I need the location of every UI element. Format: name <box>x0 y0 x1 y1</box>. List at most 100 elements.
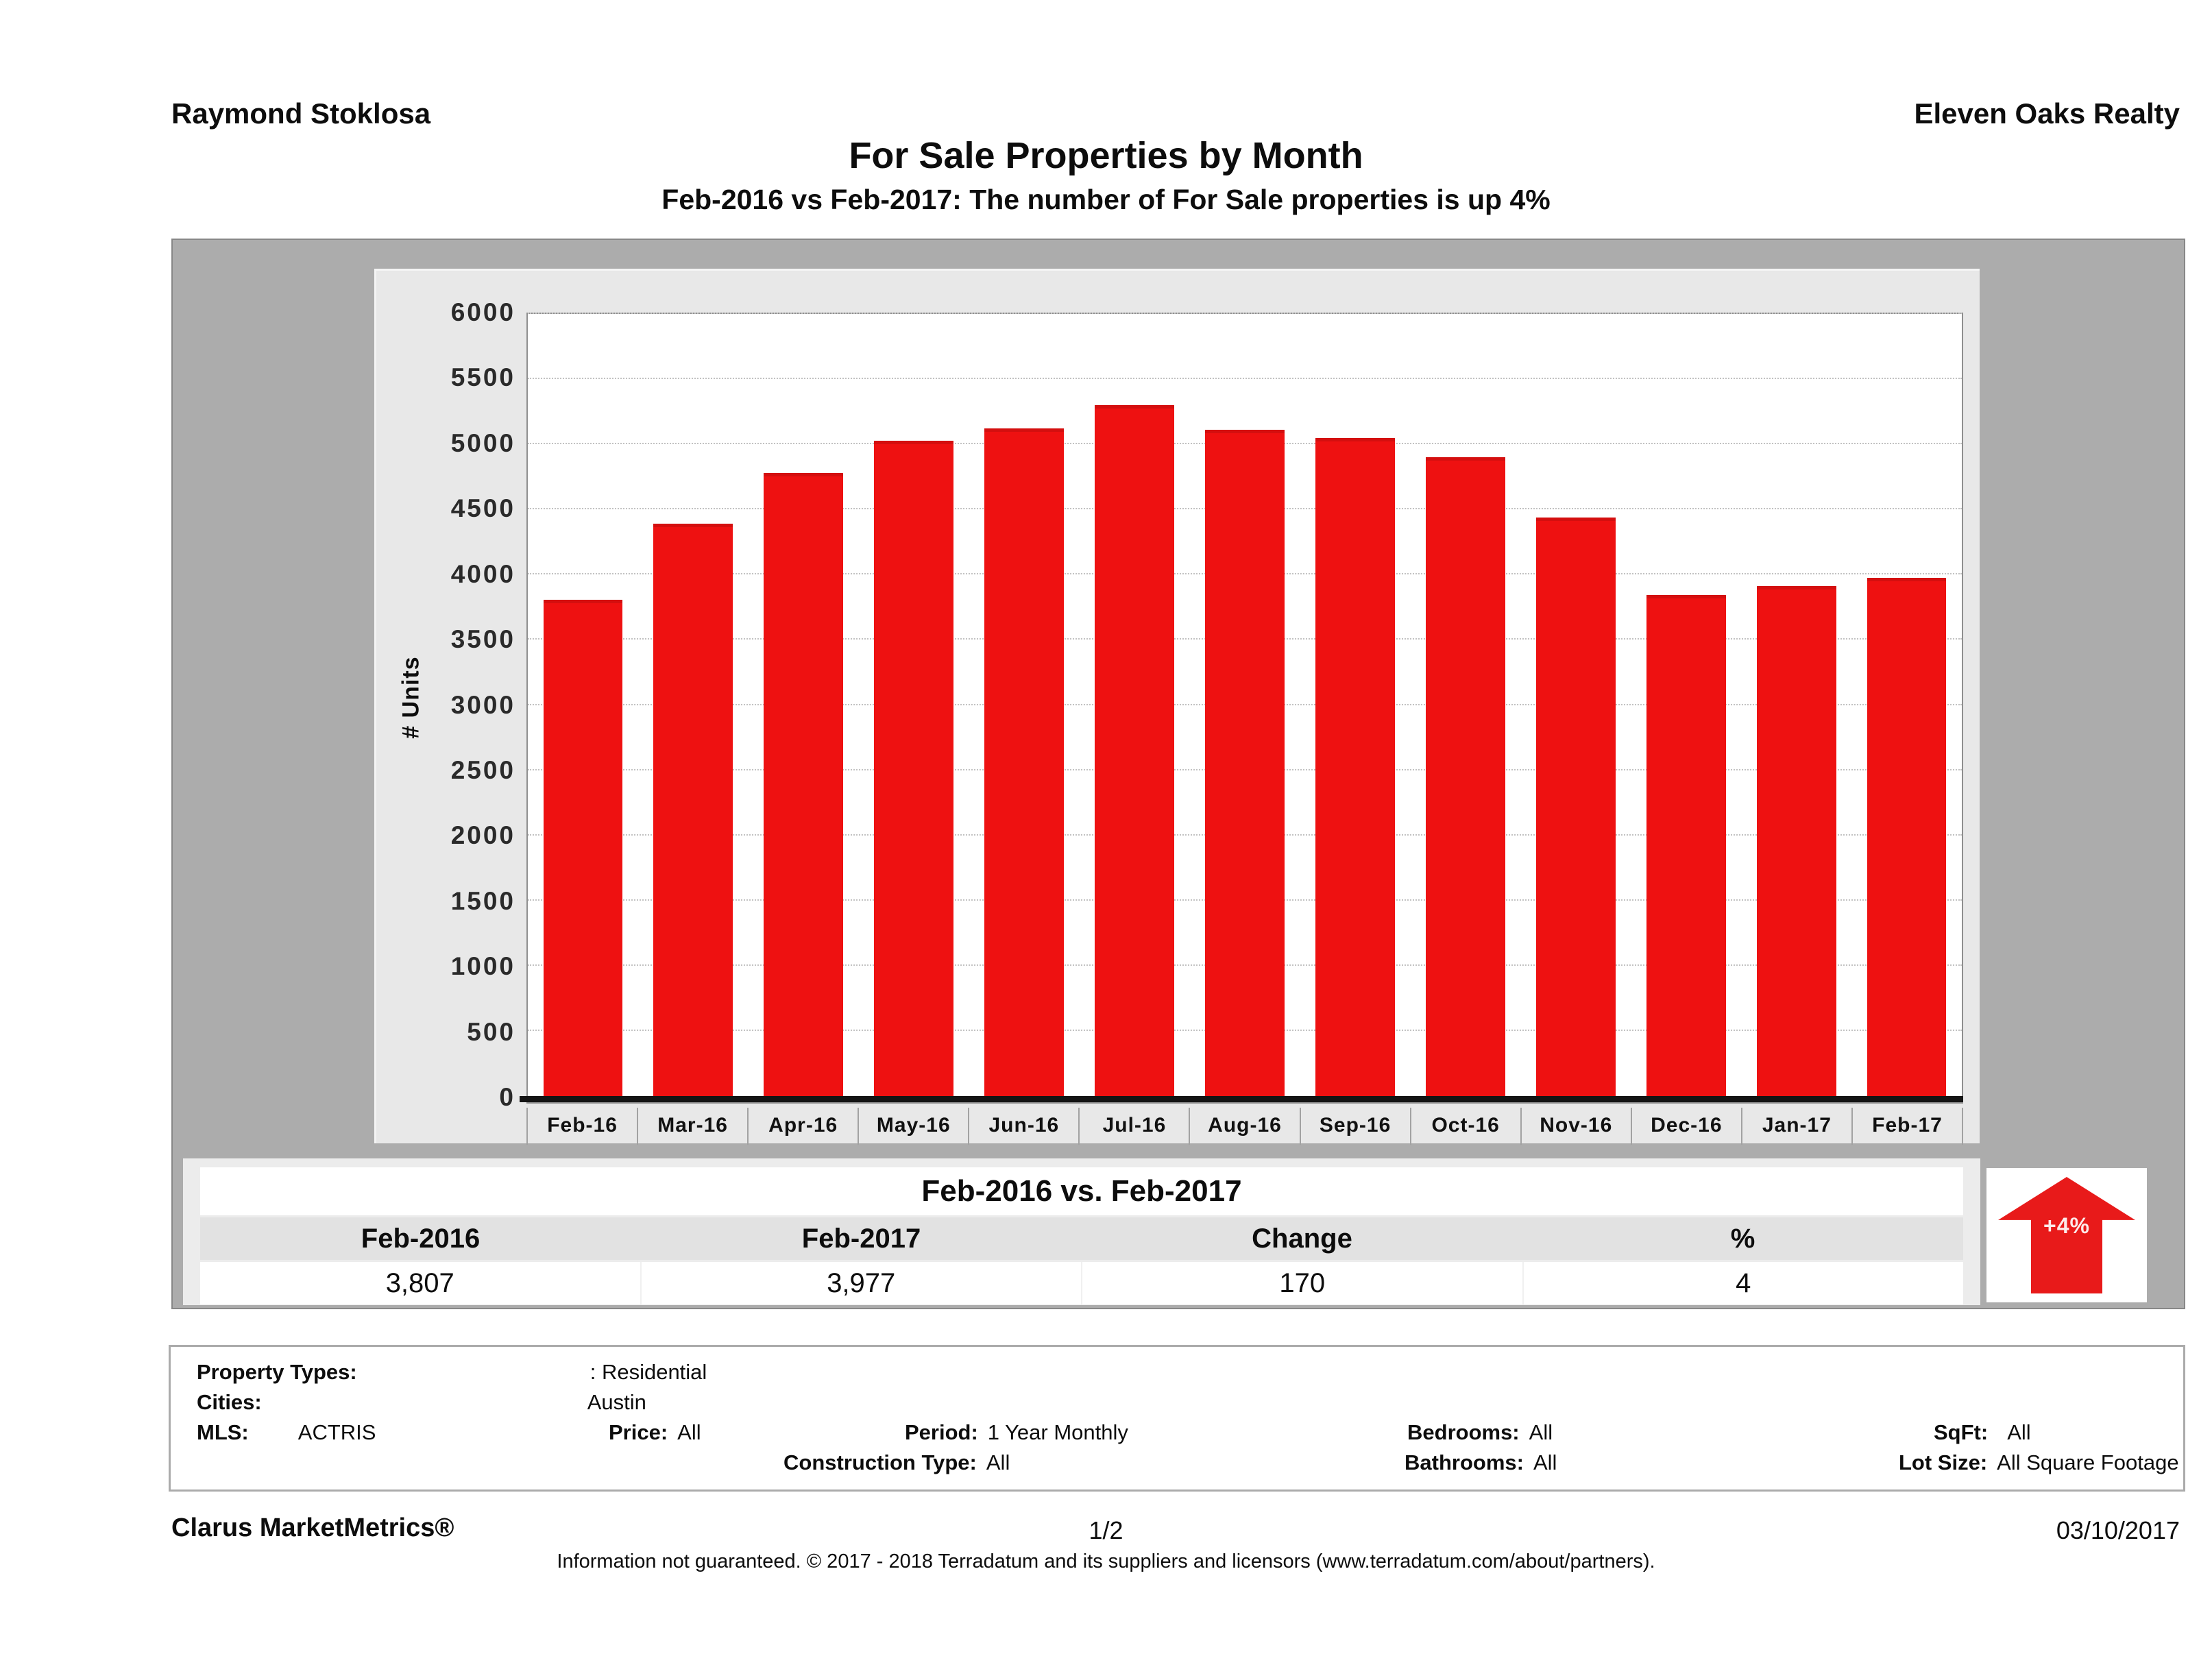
filter-sqft: SqFt: All <box>1934 1418 2031 1447</box>
bar-slot-Aug-16 <box>1190 314 1300 1096</box>
chart-panel: # Units 0 500 1000 1500 2000 2500 3000 3500 4000… <box>171 239 2185 1309</box>
filter-label: SqFt: <box>1934 1420 1989 1444</box>
bar-Mar-16 <box>653 524 733 1096</box>
x-tick-label-Feb-17: Feb-17 <box>1853 1108 1964 1145</box>
y-tick-label-5000: 5000 <box>450 428 515 457</box>
x-tick-label-Mar-16: Mar-16 <box>638 1108 749 1145</box>
bar-Nov-16 <box>1535 517 1616 1096</box>
bar-slot-Sep-16 <box>1300 314 1410 1096</box>
y-tick-label-2500: 2500 <box>450 755 515 784</box>
comparison-value-cell: 3,977 <box>640 1262 1082 1304</box>
x-tick-label-Jun-16: Jun-16 <box>969 1108 1080 1145</box>
filter-value: : Residential <box>590 1360 707 1384</box>
comparison-header-cell: % <box>1730 1224 1755 1254</box>
filter-label: Bedrooms: <box>1407 1420 1520 1444</box>
filter-value: All <box>1529 1420 1553 1444</box>
comparison-value-cell: 4 <box>1522 1262 1964 1304</box>
filter-label: Construction Type: <box>783 1450 977 1474</box>
filter-label: Bathrooms: <box>1405 1450 1524 1474</box>
bar-slot-Apr-16 <box>749 314 859 1096</box>
bar-slot-Dec-16 <box>1631 314 1741 1096</box>
x-tick-label-Apr-16: Apr-16 <box>749 1108 860 1145</box>
filter-label: Price: <box>609 1420 668 1444</box>
x-tick-label-Jan-17: Jan-17 <box>1742 1108 1853 1145</box>
filter-label: MLS: <box>197 1420 249 1444</box>
filter-period: Period: 1 Year Monthly <box>905 1418 1128 1447</box>
filter-property-types: Property Types: : Residential <box>197 1358 707 1387</box>
y-tick-label-0: 0 <box>499 1083 515 1111</box>
filter-label: Property Types: <box>197 1360 357 1384</box>
y-tick-label-1500: 1500 <box>450 886 515 915</box>
bar-Oct-16 <box>1425 457 1505 1096</box>
bar-Apr-16 <box>764 473 844 1096</box>
y-tick-label-4000: 4000 <box>450 559 515 588</box>
report-subtitle: Feb-2016 vs Feb-2017: The number of For … <box>661 184 1551 215</box>
x-tick-label-Feb-16: Feb-16 <box>526 1108 639 1145</box>
bar-slot-Jun-16 <box>969 314 1080 1096</box>
comparison-header-row: Feb-2016 Feb-2017 Change% <box>200 1217 1963 1260</box>
filter-value: 1 Year Monthly <box>987 1420 1128 1444</box>
y-tick-label-3500: 3500 <box>450 625 515 654</box>
change-badge: +4% <box>1986 1168 2147 1302</box>
bar-Jan-17 <box>1756 585 1836 1096</box>
filter-lot-size: Lot Size: All Square Footage <box>1899 1448 2179 1477</box>
report-title: For Sale Properties by Month <box>849 135 1363 176</box>
x-tick-label-Aug-16: Aug-16 <box>1190 1108 1301 1145</box>
x-tick-label-May-16: May-16 <box>859 1108 970 1145</box>
filter-label: Lot Size: <box>1899 1450 1988 1474</box>
bar-Sep-16 <box>1315 437 1395 1096</box>
y-tick-label-5500: 5500 <box>450 363 515 392</box>
x-tick-label-Nov-16: Nov-16 <box>1522 1108 1632 1145</box>
bar-slot-Feb-16 <box>528 314 638 1096</box>
filter-value: All Square Footage <box>1997 1450 2179 1474</box>
y-tick-label-500: 500 <box>467 1017 515 1046</box>
filter-price: Price: All <box>609 1418 701 1447</box>
footer-disclaimer: Information not guaranteed. © 2017 - 201… <box>557 1551 1655 1572</box>
bar-Aug-16 <box>1205 430 1285 1096</box>
filter-label: Period: <box>905 1420 978 1444</box>
footer-page-number: 1/2 <box>1089 1516 1123 1544</box>
y-tick-label-1000: 1000 <box>450 952 515 981</box>
bar-slot-Jan-17 <box>1741 314 1851 1096</box>
footer-brand: Clarus MarketMetrics® <box>171 1513 454 1542</box>
bar-Dec-16 <box>1646 594 1726 1096</box>
agent-name: Raymond Stoklosa <box>171 97 431 130</box>
y-tick-label-2000: 2000 <box>450 821 515 850</box>
gridline-5500 <box>528 378 1962 380</box>
bar-Feb-17 <box>1867 577 1947 1096</box>
footer-date: 03/10/2017 <box>2056 1516 2180 1544</box>
x-tick-label-Dec-16: Dec-16 <box>1632 1108 1742 1145</box>
bar-slot-Mar-16 <box>638 314 749 1096</box>
y-tick-label-4500: 4500 <box>450 494 515 523</box>
comparison-value-row: 3,807 3,977 170 4 <box>200 1262 1963 1304</box>
filter-label: Cities: <box>197 1390 262 1414</box>
x-tick-label-Oct-16: Oct-16 <box>1411 1108 1522 1145</box>
bar-slot-Oct-16 <box>1410 314 1520 1096</box>
filter-value: Austin <box>587 1390 646 1414</box>
comparison-value-cell: 3,807 <box>385 1268 454 1298</box>
brokerage-name: Eleven Oaks Realty <box>1914 97 2180 130</box>
bar-Jun-16 <box>984 428 1065 1096</box>
bar-slot-Feb-17 <box>1851 314 1962 1096</box>
bar-slot-Jul-16 <box>1080 314 1190 1096</box>
bar-slot-May-16 <box>859 314 969 1096</box>
y-tick-label-3000: 3000 <box>450 690 515 719</box>
filter-value: All <box>2007 1420 2031 1444</box>
x-tick-label-Sep-16: Sep-16 <box>1301 1108 1411 1145</box>
comparison-header-cell: Change <box>1252 1224 1352 1254</box>
comparison-header-cell: Feb-2017 <box>801 1224 921 1254</box>
filter-bedrooms: Bedrooms: All <box>1407 1418 1553 1447</box>
filter-mls: MLS: ACTRIS <box>197 1418 376 1447</box>
x-axis-line <box>520 1096 1963 1102</box>
bar-May-16 <box>874 441 954 1096</box>
bar-Jul-16 <box>1095 405 1174 1096</box>
comparison-value-cell: 170 <box>1081 1262 1522 1304</box>
comparison-table: Feb-2016 vs. Feb-2017 Feb-2016 Feb-2017 Ch… <box>183 1158 1980 1305</box>
bar-slot-Nov-16 <box>1520 314 1631 1096</box>
plot-area <box>520 313 1963 1104</box>
filter-construction-type: Construction Type: All <box>783 1448 1010 1477</box>
x-axis-labels: Feb-16 Mar-16 Apr-16 May-16 Jun-16 Jul-16 Aug-… <box>526 1108 1964 1145</box>
filter-value: All <box>986 1450 1010 1474</box>
filter-cities: Cities: Austin <box>197 1388 646 1417</box>
